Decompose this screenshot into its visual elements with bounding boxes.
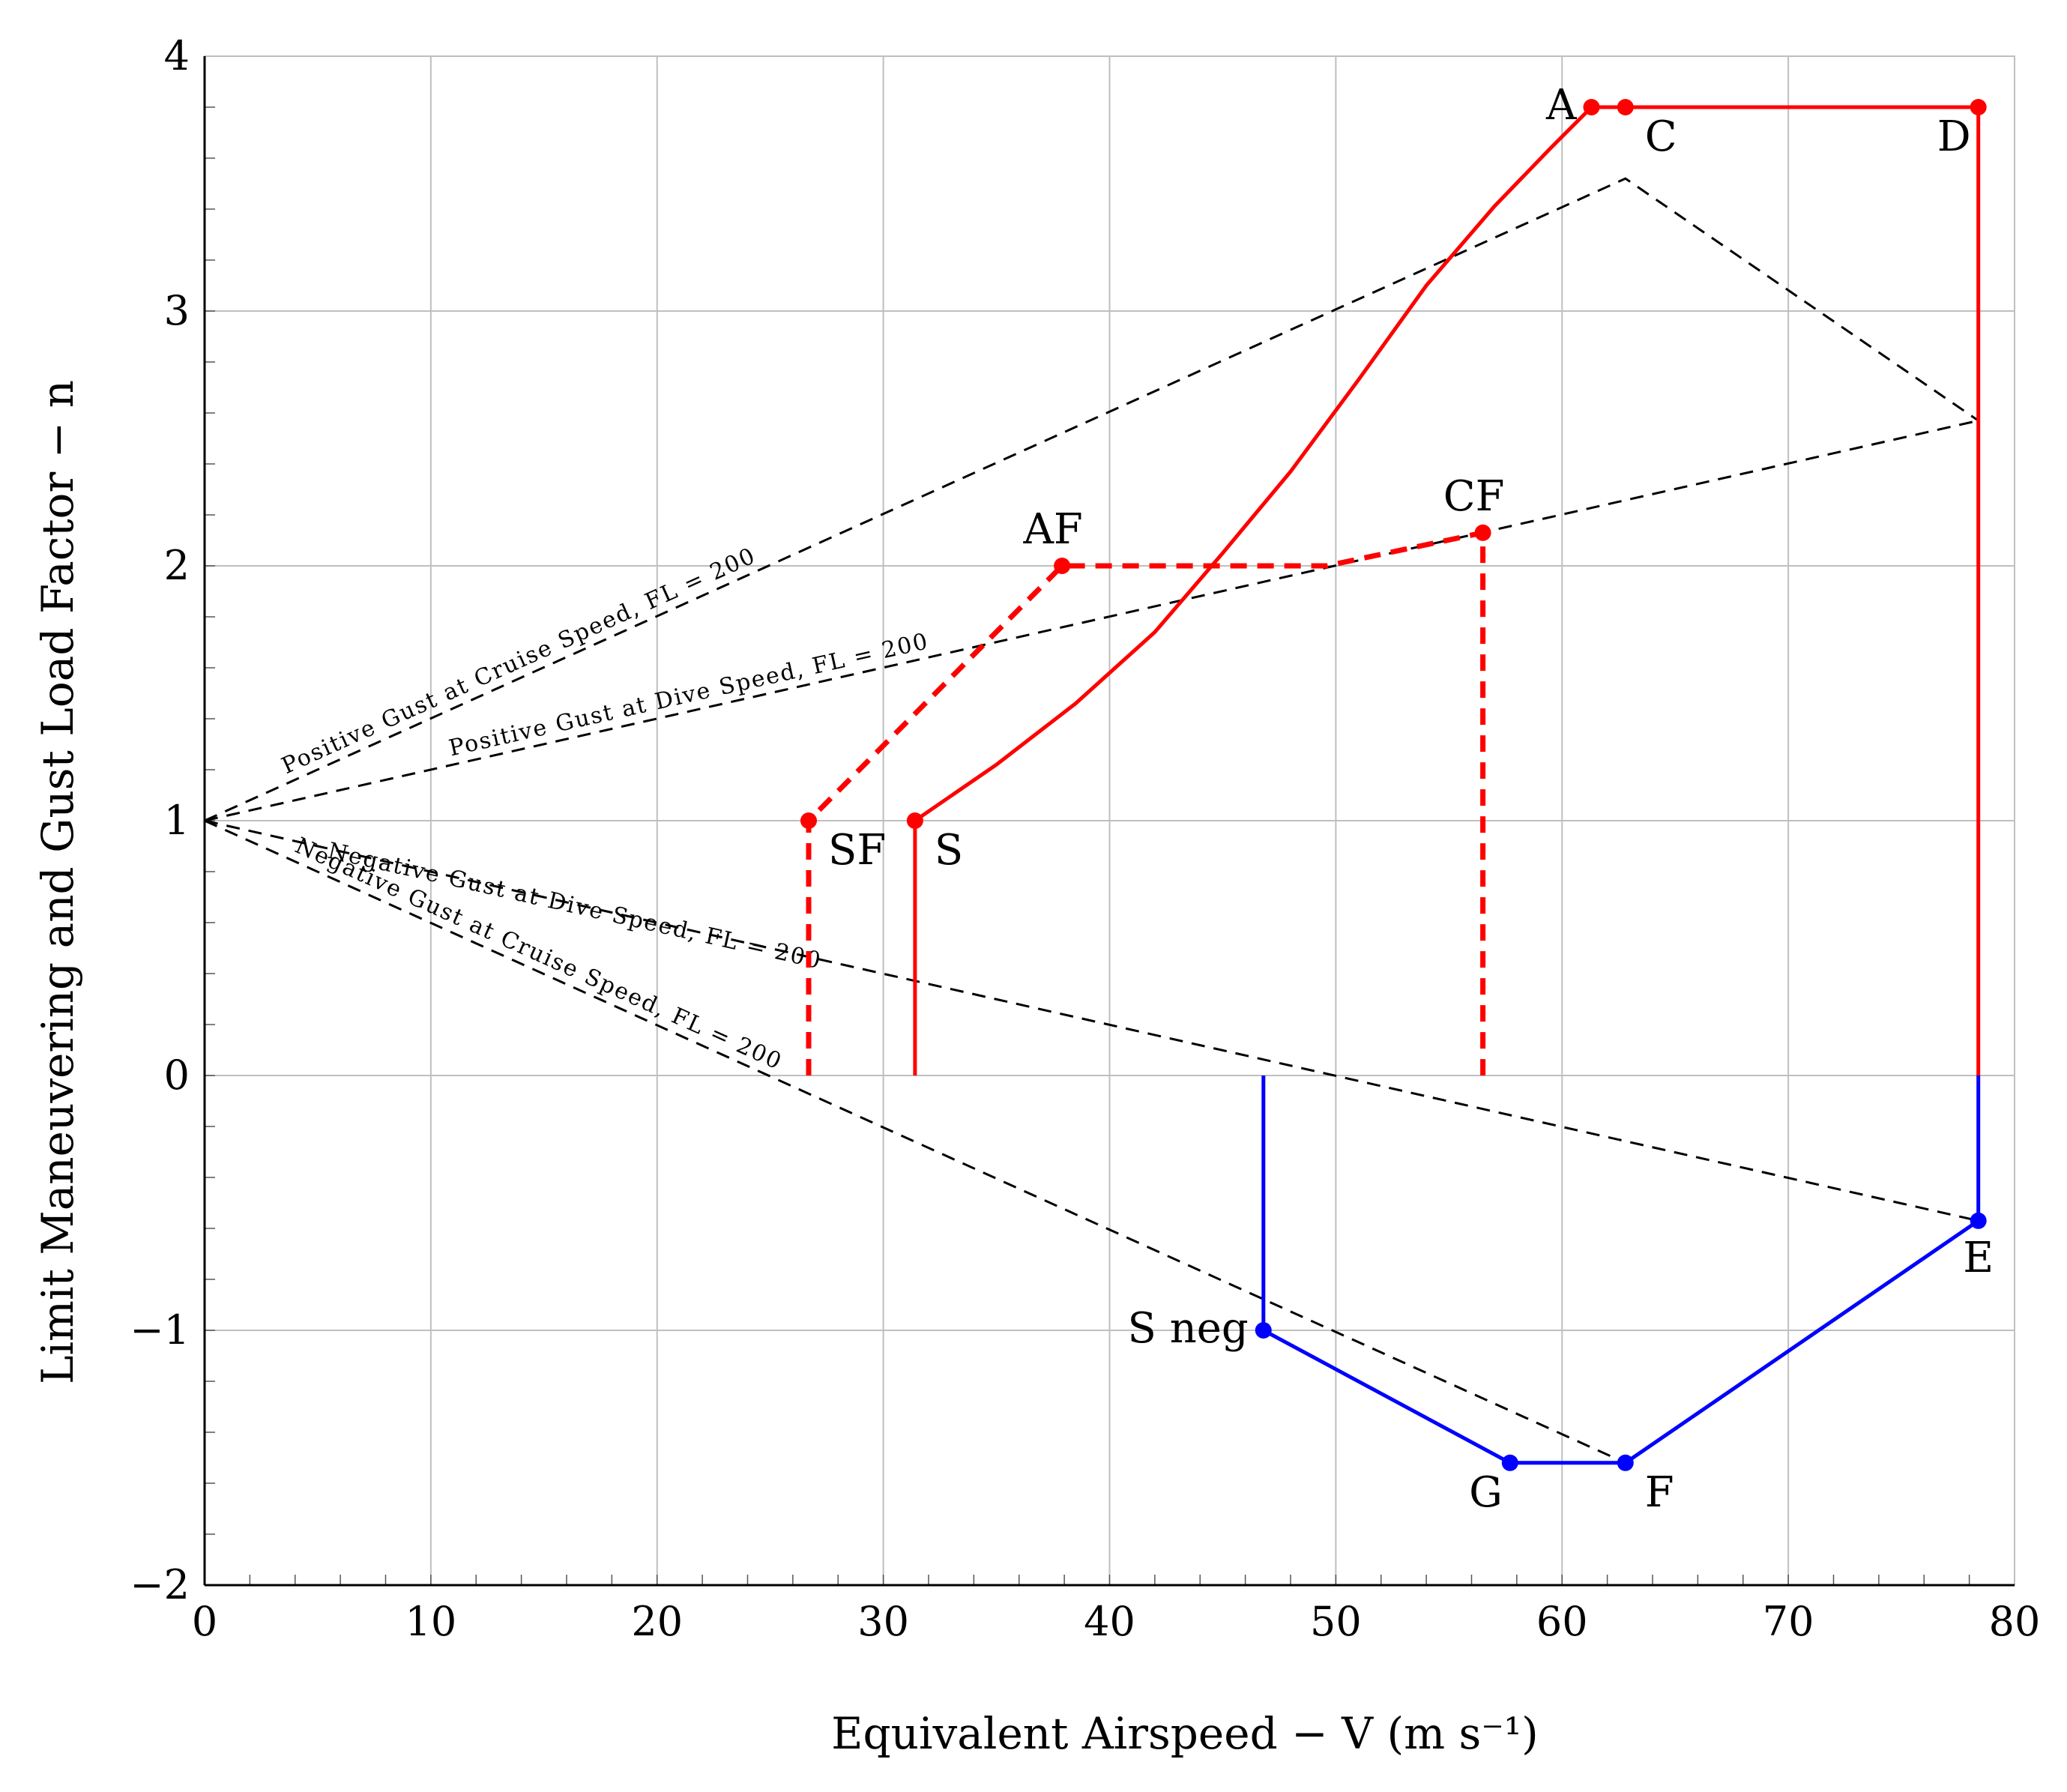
point-label-s-neg: S neg bbox=[1128, 1304, 1249, 1353]
gust-line-3 bbox=[204, 177, 1979, 822]
envelope-maneuver-positive bbox=[913, 105, 1981, 1075]
point-label-cf: CF bbox=[1443, 472, 1505, 521]
point-label-c: C bbox=[1645, 112, 1677, 161]
x-tick-label: 40 bbox=[1084, 1598, 1135, 1645]
point-marker-e bbox=[1970, 1212, 1987, 1229]
x-tick-label: 20 bbox=[631, 1598, 683, 1645]
gust-line-labels: Positive Gust at Cruise Speed, FL = 200P… bbox=[278, 543, 932, 1075]
point-label-sf: SF bbox=[828, 826, 886, 875]
x-tick-label: 10 bbox=[405, 1598, 457, 1645]
point-label-f: F bbox=[1645, 1468, 1674, 1517]
point-marker-sf bbox=[800, 812, 818, 829]
x-tick-label: 60 bbox=[1536, 1598, 1588, 1645]
point-label-a: A bbox=[1545, 81, 1577, 130]
minor-ticks bbox=[204, 55, 2015, 1586]
axes bbox=[203, 55, 2015, 1587]
point-marker-a bbox=[1583, 99, 1600, 115]
envelope-maneuver-negative bbox=[1261, 1075, 1981, 1465]
x-tick-label: 50 bbox=[1310, 1598, 1362, 1645]
x-tick-label: 70 bbox=[1763, 1598, 1814, 1645]
point-marker-g bbox=[1501, 1454, 1518, 1471]
gust-line-5 bbox=[204, 819, 1979, 1222]
gust-line-4 bbox=[204, 419, 1979, 822]
corner-point-markers bbox=[800, 99, 1987, 1471]
y-tick-label: −1 bbox=[130, 1306, 190, 1354]
point-marker-s bbox=[906, 812, 923, 829]
point-marker-af bbox=[1054, 558, 1071, 574]
tick-labels: 0 10 20 30 40 50 60 70 80 −2 −1 0 1 2 3 4 bbox=[130, 32, 2040, 1645]
corner-point-labels: A C D S SF AF CF E F G S neg bbox=[828, 81, 1994, 1517]
y-axis-label: Limit Maneuvering and Gust Load Factor −… bbox=[32, 380, 83, 1384]
gust-line-label: Negative Gust at Cruise Speed, FL = 200 bbox=[291, 833, 786, 1075]
y-tick-label: −2 bbox=[130, 1561, 190, 1608]
x-axis-label: Equivalent Airspeed − V (m s⁻¹) bbox=[831, 1708, 1539, 1759]
point-marker-c bbox=[1617, 99, 1634, 115]
point-label-d: D bbox=[1937, 112, 1971, 161]
gust-line-label: Negative Gust at Dive Speed, FL = 200 bbox=[325, 838, 824, 975]
x-tick-label: 30 bbox=[857, 1598, 909, 1645]
point-marker-cf bbox=[1474, 524, 1491, 541]
maneuver-envelope bbox=[806, 105, 1981, 1465]
y-tick-label: 4 bbox=[164, 32, 190, 79]
point-label-e: E bbox=[1963, 1234, 1994, 1282]
grid-lines bbox=[204, 55, 2015, 1586]
envelope-maneuver-positive-flaps bbox=[806, 530, 1486, 1075]
point-marker-d bbox=[1970, 99, 1987, 115]
point-label-s: S bbox=[935, 826, 963, 875]
point-label-g: G bbox=[1469, 1468, 1503, 1517]
point-label-af: AF bbox=[1022, 505, 1082, 554]
y-tick-label: 3 bbox=[164, 287, 190, 334]
point-marker-f bbox=[1617, 1454, 1634, 1471]
y-tick-label: 1 bbox=[164, 797, 190, 844]
y-tick-label: 2 bbox=[164, 542, 190, 589]
x-tick-label: 80 bbox=[1989, 1598, 2041, 1645]
y-tick-label: 0 bbox=[164, 1052, 190, 1099]
x-tick-label: 0 bbox=[192, 1598, 217, 1645]
point-marker-s-neg bbox=[1255, 1322, 1272, 1339]
